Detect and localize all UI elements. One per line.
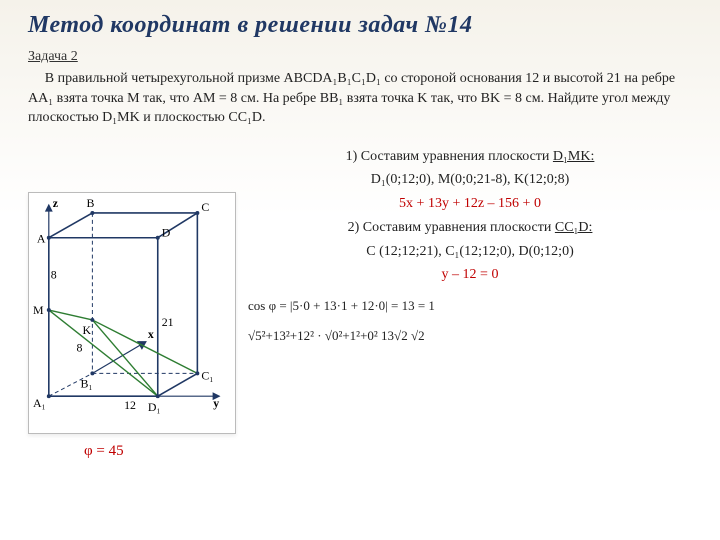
lbl-A: A xyxy=(37,231,46,245)
answer-phi: φ = 45 xyxy=(84,443,236,460)
edge-21: 21 xyxy=(162,315,174,329)
step2-eq: y – 12 = 0 xyxy=(248,264,692,286)
axis-y: y xyxy=(213,396,219,410)
step2-points: C (12;12;21), C₁(12;12;0), D(0;12;0) xyxy=(248,241,692,263)
lbl-B1: B₁ xyxy=(81,376,93,390)
step1-eq: 5x + 13y + 12z – 156 + 0 xyxy=(248,193,692,215)
lbl-D1: D₁ xyxy=(148,400,161,414)
content-row: A B C D A₁ B₁ C₁ D₁ M K z x y 8 8 21 12 xyxy=(28,146,692,460)
lbl-D: D xyxy=(162,226,171,240)
lbl-C: C xyxy=(201,200,209,214)
figure-column: A B C D A₁ B₁ C₁ D₁ M K z x y 8 8 21 12 xyxy=(28,192,236,460)
step2-label: 2) Составим уравнения плоскости xyxy=(348,220,555,235)
edge-8a: 8 xyxy=(51,267,57,281)
solution-text: 1) Составим уравнения плоскости D₁MK: D₁… xyxy=(248,146,692,460)
step1-points: D₁(0;12;0), M(0;0;21-8), K(12;0;8) xyxy=(248,169,692,191)
problem-label: Задача 2 xyxy=(28,49,692,65)
lbl-A1: A₁ xyxy=(33,396,46,410)
edge-8b: 8 xyxy=(77,340,83,354)
step1-label: 1) Составим уравнения плоскости xyxy=(346,149,553,164)
step2: 2) Составим уравнения плоскости CC₁D: xyxy=(248,217,692,239)
slide: Метод координат в решении задач №14 Зада… xyxy=(0,0,720,540)
slide-title: Метод координат в решении задач №14 xyxy=(28,12,692,39)
lbl-B: B xyxy=(86,196,94,210)
cos-line1: cos φ = |5·0 + 13·1 + 12·0| = 13 = 1 xyxy=(248,296,692,316)
cos-line2: √5²+13²+12² · √0²+1²+0² 13√2 √2 xyxy=(248,326,692,346)
axis-z: z xyxy=(53,196,59,210)
lbl-C1: C₁ xyxy=(201,368,213,382)
step1-plane: D₁MK: xyxy=(553,149,594,164)
lbl-K: K xyxy=(82,323,91,337)
axis-x: x xyxy=(148,327,154,341)
edge-12: 12 xyxy=(124,398,136,412)
problem-text: В правильной четырехугольной призме ABCD… xyxy=(28,69,692,128)
step1: 1) Составим уравнения плоскости D₁MK: xyxy=(248,146,692,168)
step2-plane: CC₁D: xyxy=(555,220,593,235)
prism-figure: A B C D A₁ B₁ C₁ D₁ M K z x y 8 8 21 12 xyxy=(28,192,236,434)
lbl-M: M xyxy=(33,303,44,317)
